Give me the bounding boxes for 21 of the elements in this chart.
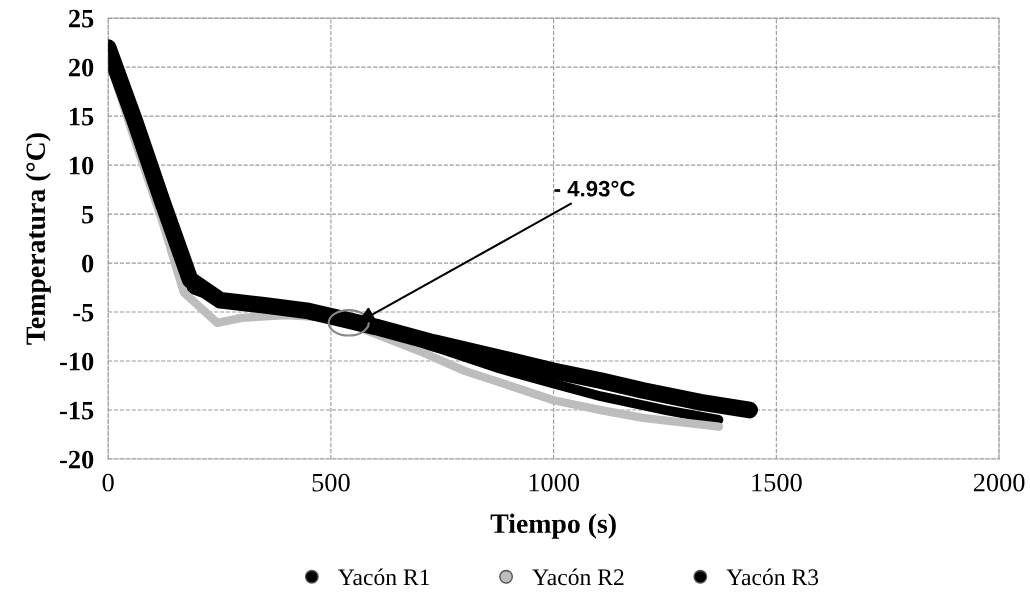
legend-label: Yacón R2 bbox=[532, 568, 624, 586]
y-tick-label: -10 bbox=[60, 352, 94, 371]
y-tick-label: 10 bbox=[69, 156, 94, 175]
x-tick-label: 1000 bbox=[529, 473, 580, 492]
y-tick-label: 15 bbox=[69, 107, 94, 126]
x-tick-label: 2000 bbox=[973, 473, 1025, 492]
legend-label: Yacón R3 bbox=[726, 568, 819, 586]
y-tick-label: -5 bbox=[73, 303, 94, 322]
y-tick-label: 20 bbox=[68, 58, 94, 77]
y-tick-label: 25 bbox=[68, 9, 94, 28]
y-tick-label: -20 bbox=[60, 450, 94, 469]
x-tick-label: 500 bbox=[312, 473, 350, 492]
x-axis-title: Tiempo (s) bbox=[490, 513, 616, 539]
annotation: - 4.93°C bbox=[554, 180, 635, 197]
y-tick-label: 5 bbox=[82, 205, 94, 224]
x-tick-label: 1500 bbox=[752, 473, 802, 492]
x-tick-label: 0 bbox=[102, 473, 114, 492]
y-axis-title: Temperatura (°C) bbox=[25, 133, 51, 345]
y-tick-label: -15 bbox=[60, 401, 94, 420]
y-tick-label: 0 bbox=[82, 254, 94, 273]
legend-label: Yacón R1 bbox=[338, 568, 430, 586]
